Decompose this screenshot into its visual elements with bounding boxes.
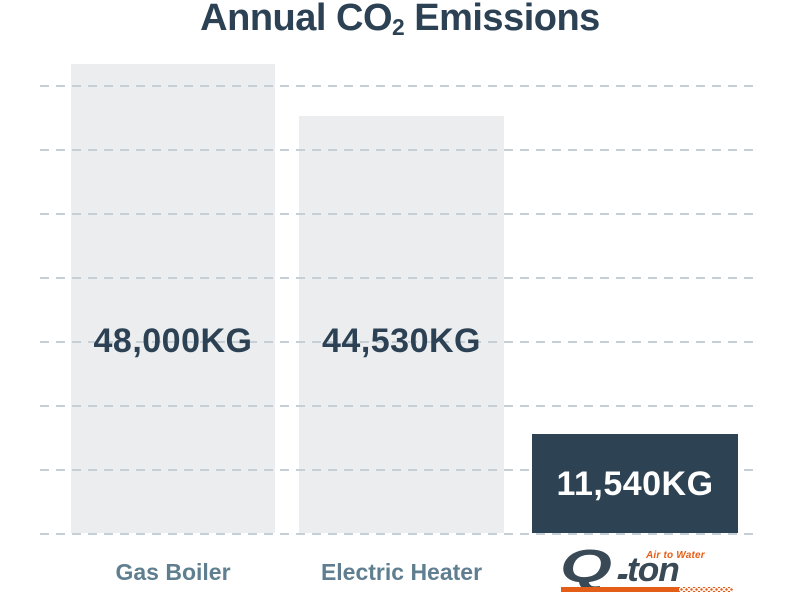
- x-label-gas-boiler: Gas Boiler: [115, 559, 231, 585]
- qton-logo-tagline: Air to Water: [646, 550, 705, 561]
- qton-logo-underline-solid: [561, 587, 679, 592]
- qton-logo-q-letter: Q: [560, 540, 612, 592]
- chart-title-subscript: 2: [392, 13, 405, 40]
- qton-logo-underline-dots: [679, 587, 733, 592]
- gridline: [40, 533, 756, 535]
- chart-title-prefix: Annual CO: [200, 0, 392, 39]
- chart-title: Annual CO2 Emissions: [0, 0, 800, 42]
- qton-logo-ton-text: ton: [627, 551, 680, 589]
- bar-value-gas-boiler: 48,000KG: [93, 322, 253, 360]
- bar-value-electric-heater: 44,530KG: [322, 322, 481, 360]
- bar-electric-heater: [299, 116, 504, 533]
- chart-title-suffix: Emissions: [404, 0, 600, 39]
- x-label-electric-heater: Electric Heater: [320, 559, 483, 585]
- bar-gas-boiler: [71, 64, 275, 533]
- bar-qton: [532, 434, 738, 533]
- qton-logo-underline: [561, 587, 733, 592]
- qton-logo: Q ton Air to Water: [560, 543, 734, 596]
- bar-value-qton: 11,540KG: [556, 465, 714, 503]
